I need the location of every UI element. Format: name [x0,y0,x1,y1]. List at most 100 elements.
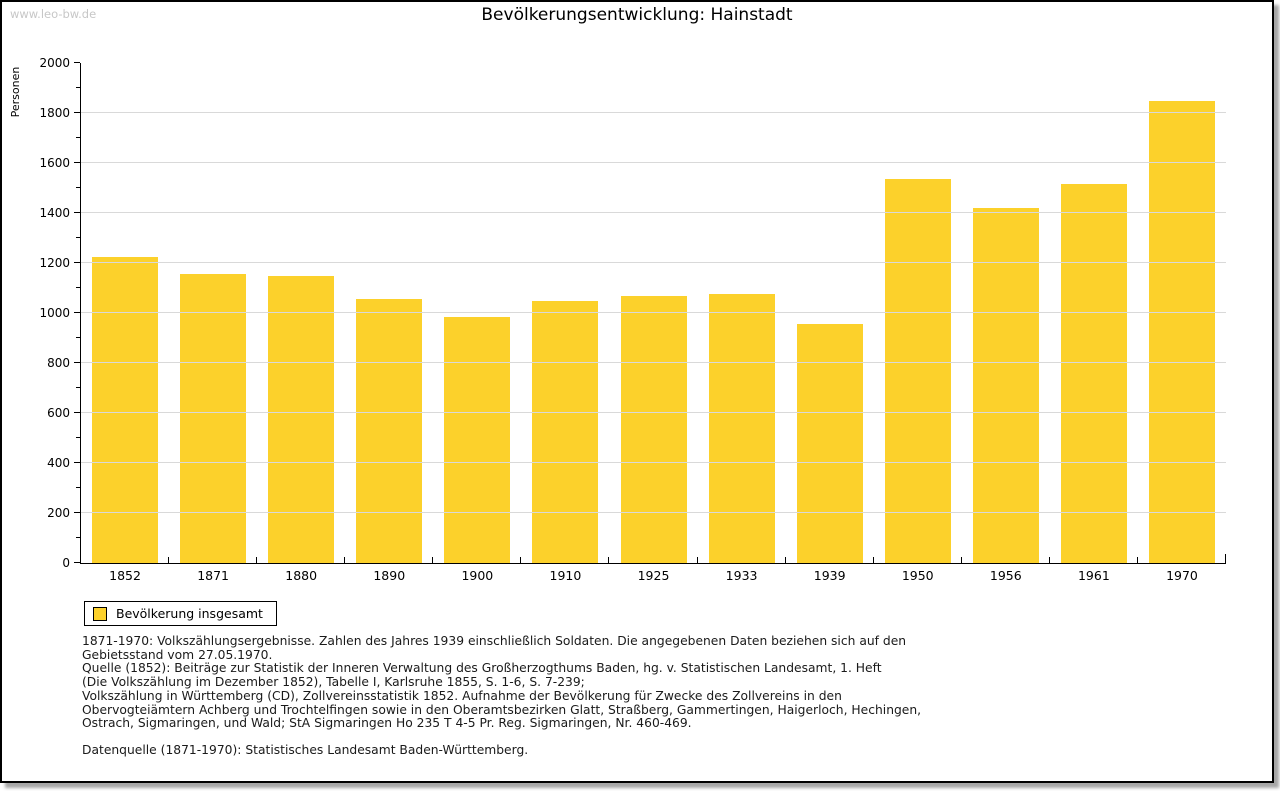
footnotes: 1871-1970: Volkszählungsergebnisse. Zahl… [82,634,922,731]
footnote-line: 1871-1970: Volkszählungsergebnisse. Zahl… [82,634,907,648]
bar-slot [345,299,433,563]
y-axis-tick-label: 400 [47,456,70,470]
bar-slot [521,300,609,563]
y-axis-minor-tick [76,487,80,488]
x-axis-tick [696,557,698,563]
y-axis-title: Personen [9,66,22,118]
x-axis-tick [344,557,346,563]
x-axis-tick [1225,554,1226,563]
bars-container [81,63,1226,563]
y-axis-minor-tick [76,87,80,88]
bar [708,294,775,563]
gridline [81,312,1226,313]
x-axis-tick [1048,557,1050,563]
source-note: Datenquelle (1871-1970): Statistisches L… [82,743,529,757]
bar [1148,100,1215,563]
gridline [81,362,1226,363]
bar-slot [81,256,169,563]
bar [620,295,687,563]
bar [796,324,863,563]
y-axis-minor-tick [76,337,80,338]
y-axis-tick [74,362,80,363]
watermark: www.leo-bw.de [10,7,97,21]
bar [92,256,159,563]
x-axis-label: 1880 [285,568,318,583]
x-axis-label: 1900 [461,568,494,583]
x-axis-label: 1871 [197,568,230,583]
gridline [81,512,1226,513]
y-axis-tick [74,112,80,113]
y-axis-tick-label: 1800 [39,106,70,120]
bar [180,274,247,563]
x-axis-tick [432,557,434,563]
x-axis-tick [256,557,258,563]
x-axis-label: 1852 [109,568,141,583]
x-axis-label: 1961 [1077,568,1110,583]
x-axis-tick [168,557,170,563]
y-axis-tick [74,62,80,63]
legend: Bevölkerung insgesamt [84,601,277,626]
chart-title: Bevölkerungsentwicklung: Hainstadt [481,5,793,25]
y-axis-tick [74,212,80,213]
y-axis-minor-tick [76,537,80,538]
bar-slot [962,208,1050,563]
y-axis-tick-label: 800 [47,356,70,370]
x-axis-tick [608,557,610,563]
gridline [81,212,1226,213]
y-axis-tick [74,262,80,263]
legend-label: Bevölkerung insgesamt [116,606,263,621]
gridline [81,162,1226,163]
bar-slot [609,295,697,563]
bar-slot [169,274,257,563]
footnote-line: Gebietsstand vom 27.05.1970. [82,647,273,662]
y-axis-tick-label: 1400 [39,206,70,220]
x-axis-label: 1950 [901,568,934,583]
y-axis-minor-tick [76,237,80,238]
x-axis-label: 1956 [989,568,1022,583]
y-axis-tick [74,412,80,413]
y-axis-minor-tick [76,137,80,138]
bar-slot [1138,100,1226,563]
bar-slot [874,179,962,563]
y-axis-tick-label: 1000 [39,306,70,320]
bar-slot [433,316,521,563]
footnote-line: (Die Volkszählung im Dezember 1852), Tab… [82,675,585,690]
y-axis-tick-label: 1600 [39,156,70,170]
bar [884,179,951,563]
x-axis-tick [520,557,522,563]
gridline [81,412,1226,413]
bar-slot [1050,184,1138,563]
footnote-line: Ostrach, Sigmaringen, und Wald; StA Sigm… [82,716,692,731]
y-axis-tick [74,462,80,463]
gridline [81,112,1226,113]
gridline [81,462,1226,463]
bar-slot [257,275,345,563]
y-axis-minor-tick [76,387,80,388]
y-axis-tick-label: 600 [47,406,70,420]
x-axis-tick [784,557,786,563]
bar [268,275,335,563]
plot-area: 1852 1871 1880 1890 1900 1910 1925 1933 1939 1950… [39,56,1226,583]
legend-swatch-icon [93,606,107,621]
y-axis-tick [74,512,80,513]
y-axis-minor-tick [76,437,80,438]
x-axis-tick [960,557,962,563]
gridline [81,262,1226,263]
y-axis-tick-label: 2000 [39,56,70,70]
bar [356,299,423,563]
x-axis-labels: 1852 1871 1880 1890 1900 1910 1925 1933 1939 1950… [81,568,1226,583]
bar-slot [786,324,874,563]
footnote-line: Obervogteiämtern Achberg und Trochtelfin… [82,702,922,717]
y-axis-tick [74,562,80,563]
y-axis-minor-tick [76,187,80,188]
y-axis-tick-label: 200 [47,506,70,520]
y-axis-tick [74,312,80,313]
footnote-line: Volkszählung in Württemberg (CD), Zollve… [82,688,842,703]
x-axis-label: 1933 [725,568,758,583]
x-axis-label: 1890 [373,568,406,583]
footnote-line: Quelle (1852): Beiträge zur Statistik de… [82,661,882,676]
y-axis-tick-label: 1200 [39,256,70,270]
y-axis-minor-tick [76,287,80,288]
x-axis-label: 1925 [637,568,670,583]
